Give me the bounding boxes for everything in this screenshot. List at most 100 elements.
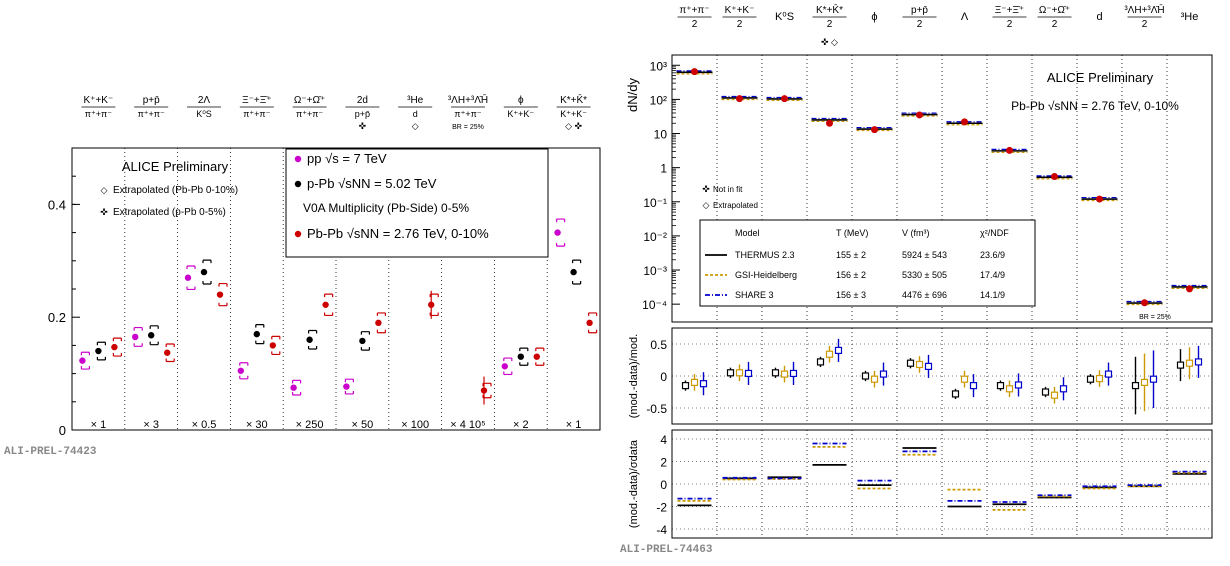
left-sys-bracket-bracket <box>271 335 281 356</box>
right-y-tick-label: 10⁻³ <box>643 264 667 278</box>
right-mid-point <box>1176 361 1185 369</box>
left-scale-factor: × 4 10⁵ <box>450 419 485 431</box>
left-sys-bracket <box>344 378 354 395</box>
left-sys-bracket-bracket <box>556 218 566 247</box>
right-mid-ylabel: (mod.-data)/mod. <box>628 334 640 418</box>
right-table-temperature: 156 ± 2 <box>836 270 866 280</box>
right-mid-point <box>1185 359 1194 367</box>
right-table-volume: 4476 ± 696 <box>902 290 947 300</box>
left-data-point <box>148 332 155 339</box>
left-sys-bracket-bracket <box>133 326 143 347</box>
right-table-header: T (MeV) <box>836 228 868 238</box>
left-scale-factor: × 30 <box>246 419 268 431</box>
left-data-point <box>428 301 435 308</box>
left-header-denominator: K⁺+K⁻ <box>560 109 587 119</box>
left-scale-factor: × 2 <box>513 419 529 431</box>
right-table-volume: 5924 ± 543 <box>902 250 947 260</box>
left-data-point <box>533 353 540 360</box>
right-particle-denominator: 2 <box>1052 19 1058 30</box>
right-particle-denominator: 2 <box>737 19 743 30</box>
right-mid-point <box>816 358 825 366</box>
right-y-tick-label: 10⁻¹ <box>643 196 667 210</box>
left-sys-bracket-bracket <box>308 329 318 350</box>
right-note-marker: ✜ <box>702 184 710 194</box>
right-mid-point <box>744 369 753 378</box>
right-particle-denominator: 2 <box>692 19 698 30</box>
left-sys-bracket <box>133 326 143 347</box>
left-sys-bracket-bracket <box>588 312 598 334</box>
right-mid-point <box>1194 358 1203 366</box>
left-sys-bracket-bracket <box>292 379 302 396</box>
left-data-point <box>554 229 561 236</box>
left-sys-bracket-bracket <box>344 378 354 395</box>
left-sys-bracket-bracket <box>503 357 513 376</box>
right-mid-point <box>771 369 780 377</box>
left-data-point <box>306 336 313 343</box>
left-sys-bracket-bracket <box>80 351 90 370</box>
left-scale-factor: × 3 <box>143 419 159 431</box>
left-legend-box <box>285 148 549 258</box>
left-header-denominator: π⁺+π⁻ <box>454 109 481 119</box>
left-header-numerator: ϕ <box>518 95 524 106</box>
left-header-denominator: π⁺+π⁻ <box>85 109 112 119</box>
left-scale-factor: × 100 <box>401 419 429 431</box>
left-header-denominator: π⁺+π⁻ <box>296 109 323 119</box>
left-data-point <box>164 349 171 356</box>
right-mid-y-tick-label: 0.5 <box>650 338 667 352</box>
left-ratio-chart: 0 0.2 0.4 K⁺+K⁻ π⁺+π⁻ × 1 p+p̄ π⁺+π⁻ × 3 2Λ K⁰S × 0… <box>4 93 601 458</box>
left-sys-bracket <box>202 259 212 285</box>
right-data-point <box>1186 285 1193 293</box>
left-scale-factor: × 1 <box>91 419 107 431</box>
left-data-point <box>111 343 118 351</box>
left-sys-bracket <box>588 312 598 334</box>
right-mid-point <box>906 359 915 367</box>
right-y-tick-label: 10⁻² <box>643 230 667 244</box>
left-legend-text: V0A Multiplicity (Pb-Side) 0-5% <box>303 201 469 215</box>
left-data-point <box>375 319 382 327</box>
left-sys-bracket-bracket <box>535 347 545 366</box>
right-particle-denominator: 2 <box>827 19 833 30</box>
right-data-point <box>916 111 923 119</box>
right-mid-point <box>996 382 1005 390</box>
right-particle-label: K⁰S <box>775 11 794 23</box>
right-bottom-y-tick-label: 2 <box>660 456 667 470</box>
left-sys-bracket-bracket <box>324 293 334 317</box>
right-y-tick-label: 10⁻⁴ <box>642 298 667 312</box>
left-header-numerator: Ω⁻+Ω̄⁺ <box>294 95 325 106</box>
right-data-point <box>1141 299 1148 307</box>
left-header-numerator: K⁺+K⁻ <box>84 95 114 106</box>
left-header-numerator: Ξ⁻+Ξ̄⁺ <box>242 95 271 106</box>
right-data-point <box>826 119 833 127</box>
right-mid-y-tick-label: 0 <box>660 370 667 384</box>
right-mid-point <box>1140 378 1149 386</box>
left-sys-bracket-bracket <box>255 324 265 345</box>
left-data-point <box>269 342 276 349</box>
left-header-numerator: p+p̄ <box>143 95 160 106</box>
right-mid-point <box>870 375 879 383</box>
right-mid-point <box>681 382 690 390</box>
left-sys-bracket <box>324 293 334 317</box>
left-sys-bracket-bracket <box>519 347 529 366</box>
right-mid-point <box>1050 391 1059 399</box>
left-sys-bracket-bracket <box>165 343 175 363</box>
right-particle-label: d <box>1096 11 1102 23</box>
left-sys-bracket <box>376 312 386 334</box>
left-header-note: ✜ <box>359 121 367 131</box>
right-mid-point <box>1131 382 1140 390</box>
right-data-point <box>871 126 878 134</box>
left-header-denominator: K⁺+K⁻ <box>507 109 534 119</box>
left-sys-bracket-bracket <box>186 265 196 291</box>
left-header-denominator: π⁺+π⁻ <box>243 109 270 119</box>
left-sys-bracket-bracket <box>112 337 122 357</box>
left-sys-bracket-bracket <box>149 325 159 346</box>
left-legend-marker <box>294 230 302 238</box>
right-table-header: χ²/NDF <box>980 228 1009 238</box>
left-scale-factor: × 0.5 <box>192 419 217 431</box>
right-table-chi2: 17.4/9 <box>980 270 1005 280</box>
left-sys-bracket <box>218 282 228 307</box>
left-data-point <box>216 291 224 298</box>
left-header-numerator: K*+K̄* <box>560 93 587 106</box>
left-sys-bracket-bracket <box>360 331 370 351</box>
right-note-extrapolated: Extrapolated <box>713 201 758 210</box>
